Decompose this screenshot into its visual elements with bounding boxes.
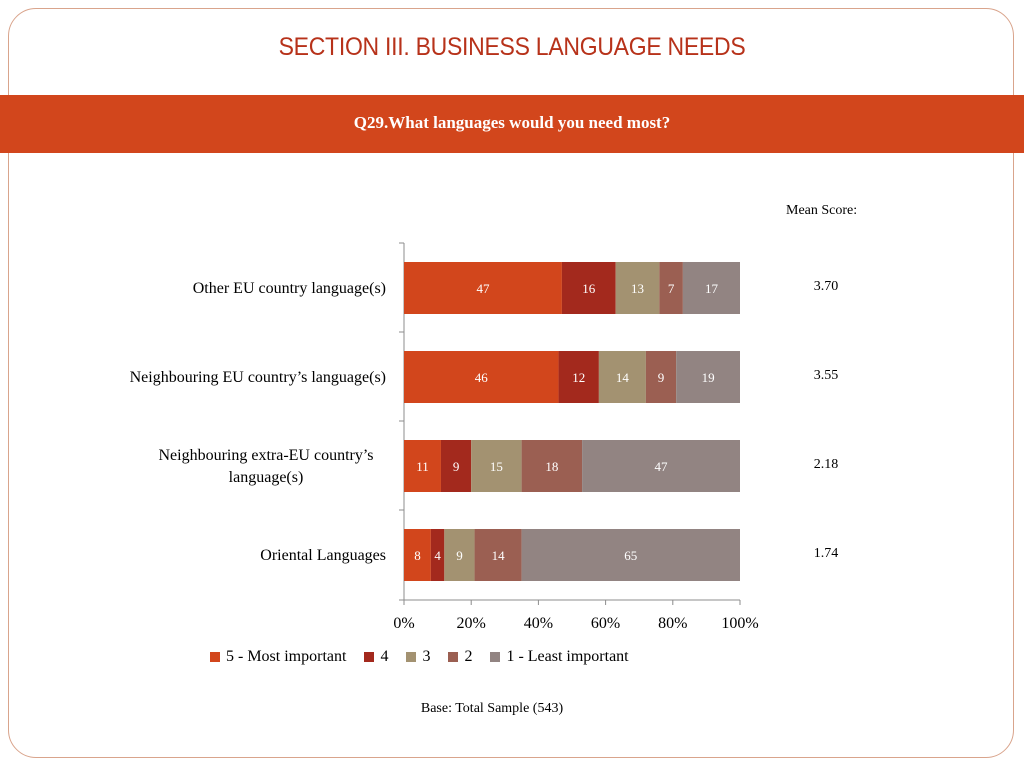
mean-score-value: 3.55 (813, 368, 839, 383)
bar-data-label: 15 (490, 459, 503, 474)
bar-segment (582, 440, 740, 492)
mean-score-value: 1.74 (813, 546, 839, 561)
bar-segment (598, 351, 646, 403)
bar-segment (444, 529, 475, 581)
bar-data-label: 7 (668, 281, 675, 296)
legend-swatch (448, 652, 459, 662)
legend-swatch (210, 652, 220, 662)
bar-data-label: 17 (705, 281, 719, 296)
x-tick-label: 80% (658, 615, 687, 632)
bar-segment (676, 351, 740, 403)
bar-data-label: 13 (631, 281, 644, 296)
category-label: Neighbouring EU country’s language(s) (130, 369, 386, 386)
legend-swatch (490, 652, 501, 662)
bar-segment (645, 351, 677, 403)
legend-swatch (364, 652, 375, 662)
x-tick-label: 60% (591, 615, 620, 632)
bar-segment (561, 262, 616, 314)
legend-label: 3 (422, 648, 431, 665)
category-label: Neighbouring extra-EU country’s (158, 447, 373, 464)
bar-data-label: 46 (475, 370, 489, 385)
bar-data-label: 47 (476, 281, 490, 296)
x-tick-label: 0% (393, 615, 414, 632)
question-text: Q29.What languages would you need most? (353, 113, 671, 132)
legend-label: 1 - Least important (506, 648, 629, 665)
bar-segment (404, 262, 562, 314)
legend-item: 1 - Least important (490, 648, 629, 666)
legend-label: 5 - Most important (226, 648, 347, 665)
bar-segment (404, 351, 559, 403)
mean-score-value: 3.70 (813, 279, 839, 294)
legend-item: 2 (448, 648, 472, 666)
bar-data-label: 8 (414, 548, 421, 563)
bar-data-label: 9 (658, 370, 665, 385)
bar-segment (474, 529, 522, 581)
bar-segment (558, 351, 599, 403)
legend-swatch (406, 652, 417, 662)
x-tick-label: 100% (721, 615, 758, 632)
bar-segment (659, 262, 683, 314)
bar-data-label: 16 (582, 281, 596, 296)
bar-segment (404, 440, 441, 492)
bar-data-label: 11 (416, 459, 429, 474)
base-text: Base: Total Sample (543) (420, 701, 564, 716)
slide-frame (8, 8, 1014, 758)
legend-item: 4 (364, 648, 388, 666)
bar-segment (615, 262, 660, 314)
bar-segment (440, 440, 472, 492)
bar-data-label: 14 (492, 548, 506, 563)
question-band (0, 95, 1024, 153)
bar-segment (521, 529, 740, 581)
bar-segment (404, 529, 431, 581)
bar-data-label: 9 (456, 548, 463, 563)
bar-data-label: 12 (572, 370, 585, 385)
bar-data-label: 47 (655, 459, 669, 474)
legend-label: 4 (380, 648, 389, 665)
chart-legend: 5 - Most important 4 3 2 1 - Least important (210, 648, 647, 666)
bar-data-label: 18 (545, 459, 558, 474)
bar-data-label: 9 (453, 459, 460, 474)
bar-data-label: 65 (624, 548, 637, 563)
mean-score-title: Mean Score: (786, 203, 858, 218)
mean-score-value: 2.18 (813, 457, 839, 472)
legend-label: 2 (464, 648, 473, 665)
legend-item: 3 (406, 648, 430, 666)
legend-item: 5 - Most important (210, 648, 346, 666)
category-label: language(s) (229, 469, 304, 486)
category-label: Other EU country language(s) (193, 280, 386, 297)
x-tick-label: 40% (524, 615, 553, 632)
x-tick-label: 20% (457, 615, 486, 632)
bar-segment (521, 440, 583, 492)
bar-segment (682, 262, 740, 314)
bar-data-label: 19 (702, 370, 715, 385)
bar-data-label: 4 (434, 548, 441, 563)
category-label: Oriental Languages (260, 547, 386, 564)
bar-segment (430, 529, 445, 581)
section-title: SECTION III. BUSINESS LANGUAGE NEEDS (278, 33, 746, 61)
bar-data-label: 14 (616, 370, 630, 385)
bar-segment (471, 440, 522, 492)
